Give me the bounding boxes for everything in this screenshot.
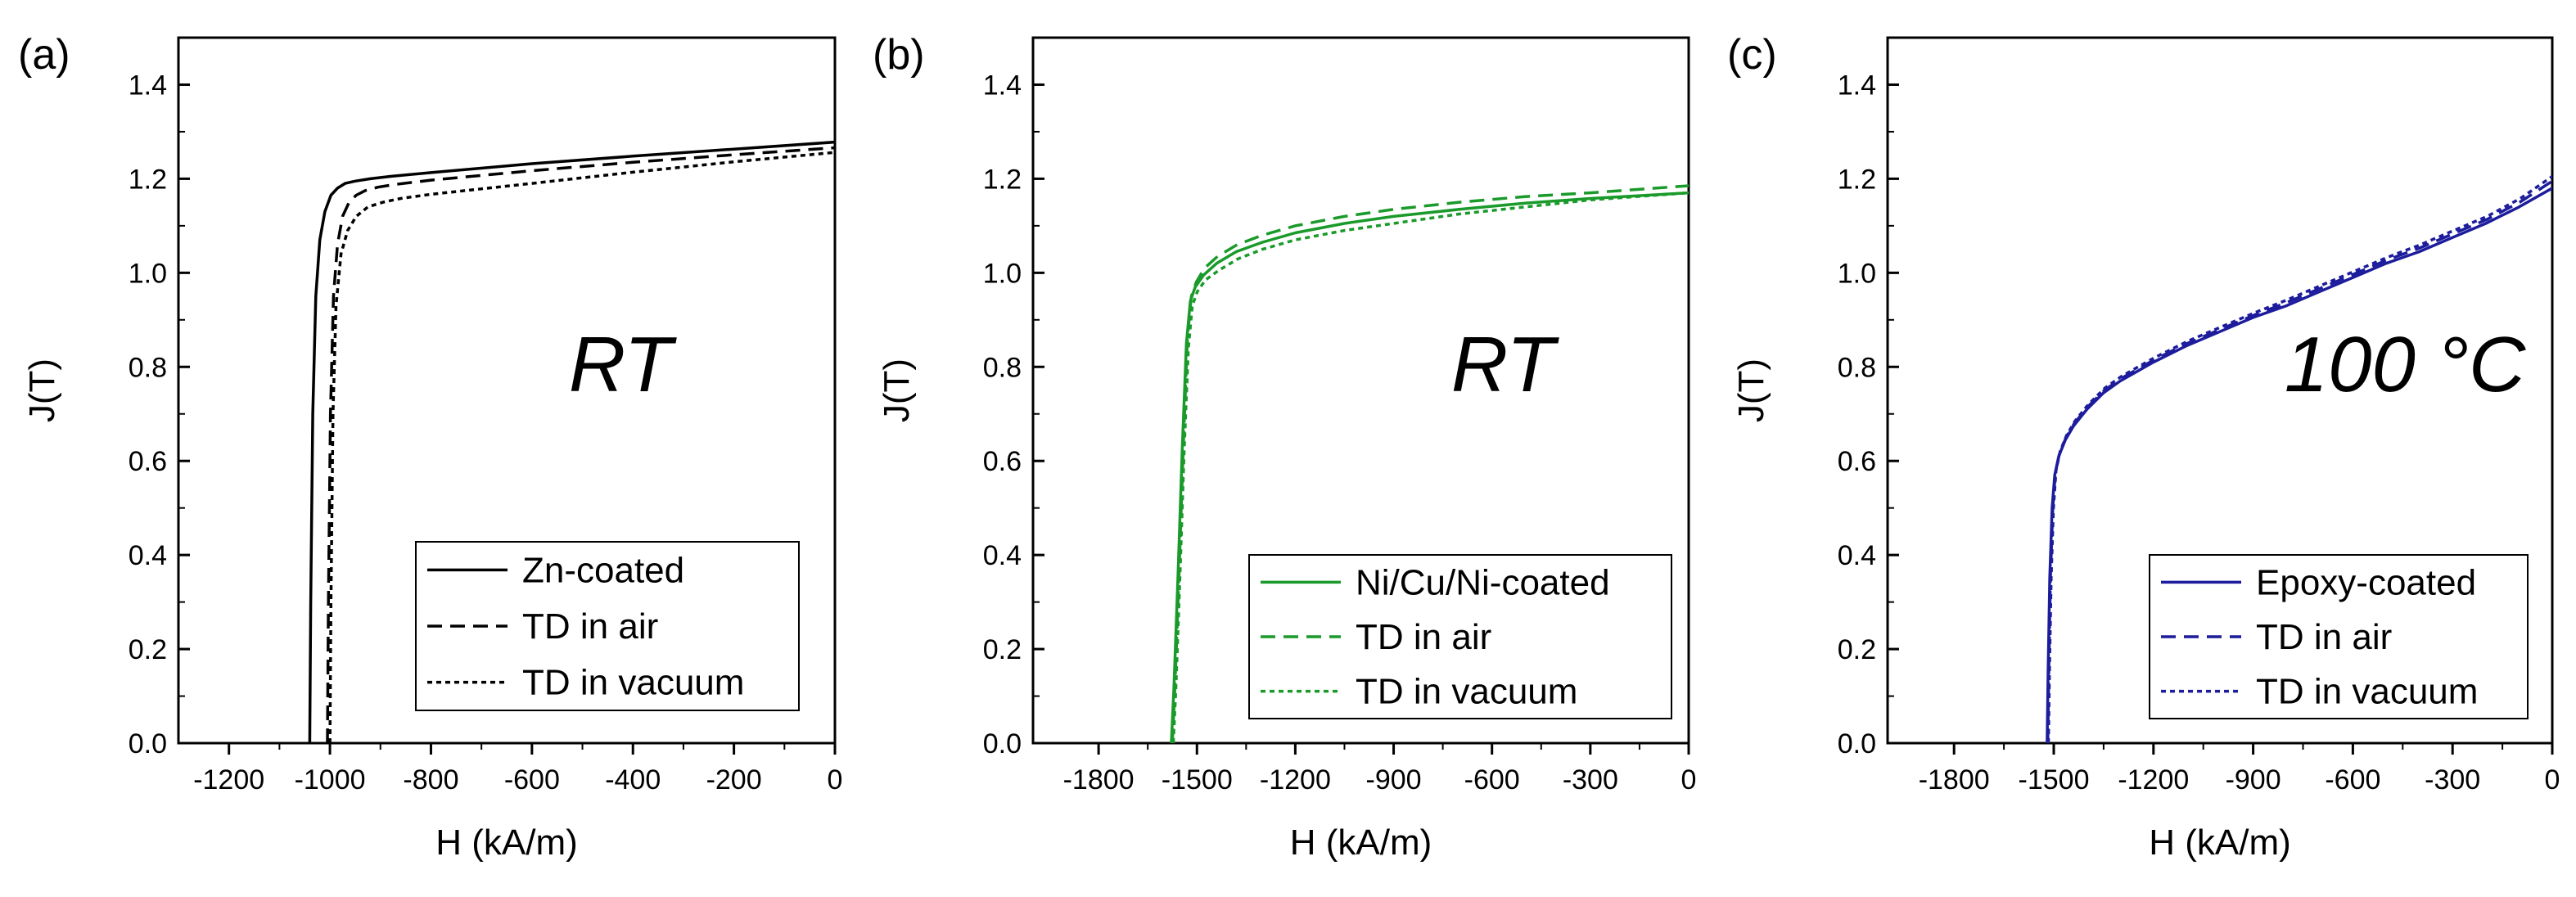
legend-label: TD in vacuum (522, 663, 744, 703)
series-line-solid (308, 140, 835, 743)
x-tick-label: -600 (1464, 764, 1520, 796)
plot-frame (1031, 36, 1690, 745)
x-tick-label: -600 (504, 764, 560, 796)
legend-label: TD in vacuum (1356, 672, 1577, 712)
y-tick-label: 1.0 (129, 258, 167, 289)
legend-label: Epoxy-coated (2256, 562, 2476, 602)
x-tick-label: -1800 (1919, 764, 1990, 796)
y-tick-label: 0.0 (129, 728, 167, 760)
y-tick-label: 1.0 (1838, 258, 1876, 289)
panel-label: (b) (873, 31, 925, 79)
y-tick-label: 1.4 (129, 70, 167, 101)
panel-label: (a) (18, 31, 70, 79)
y-tick-label: 0.6 (129, 446, 167, 477)
x-tick-label: 0 (828, 764, 843, 796)
y-tick-label: 1.2 (1838, 164, 1876, 195)
plot-frame (177, 36, 837, 745)
y-tick-label: 0.8 (129, 352, 167, 383)
x-tick-label: -400 (605, 764, 661, 796)
y-tick-label: 0.4 (983, 540, 1022, 571)
y-tick-label: 0.6 (983, 446, 1022, 477)
y-axis-title: J(T) (22, 358, 62, 422)
y-tick-label: 0.2 (983, 634, 1022, 665)
legend-label: Ni/Cu/Ni-coated (1356, 562, 1610, 602)
x-tick-label: -600 (2325, 764, 2380, 796)
x-axis-title: H (kA/m) (1290, 823, 1432, 863)
condition-annotation: RT (569, 321, 678, 408)
x-tick-label: -300 (2425, 764, 2480, 796)
legend: Zn-coated TD in air TD in vacuum (415, 541, 800, 711)
y-tick-label: 0.2 (129, 634, 167, 665)
x-tick-label: -1200 (2118, 764, 2189, 796)
y-tick-label: 1.0 (983, 258, 1022, 289)
y-tick-label: 0.2 (1838, 634, 1876, 665)
y-tick-label: 1.4 (983, 70, 1022, 101)
series-line-dashed (326, 146, 835, 743)
legend-label: Zn-coated (522, 550, 684, 590)
legend-label: TD in air (2256, 617, 2392, 657)
x-axis-title: H (kA/m) (435, 823, 578, 863)
y-axis-title: J(T) (1731, 358, 1771, 422)
series-line-dashed (1171, 184, 1689, 743)
x-tick-label: -900 (2226, 764, 2281, 796)
x-tick-label: -300 (1563, 764, 1618, 796)
series-line-dotted (2046, 175, 2552, 743)
x-tick-label: -200 (706, 764, 762, 796)
y-tick-label: 0.6 (1838, 446, 1876, 477)
y-tick-label: 0.4 (1838, 540, 1876, 571)
plot-frame (1886, 36, 2554, 745)
legend: Ni/Cu/Ni-coated TD in air TD in vacuum (1248, 554, 1672, 719)
chart-panel-b: 0.0 0.2 0.4 0.6 0.8 1.0 1.2 1.4 -1800 -1500 -1200 -… (873, 31, 1696, 863)
x-tick-label: -1000 (295, 764, 366, 796)
y-tick-label: 0.0 (983, 728, 1022, 760)
legend-label: TD in air (1356, 617, 1491, 657)
legend: Epoxy-coated TD in air TD in vacuum (2149, 554, 2529, 719)
y-tick-label: 1.2 (129, 164, 167, 195)
y-tick-label: 0.0 (1838, 728, 1876, 760)
condition-annotation: 100 °C (2285, 321, 2526, 408)
x-tick-label: -1200 (1260, 764, 1331, 796)
y-tick-label: 0.8 (1838, 352, 1876, 383)
y-axis-title: J(T) (877, 358, 917, 422)
y-tick-label: 1.4 (1838, 70, 1876, 101)
x-tick-label: -1500 (1162, 764, 1233, 796)
y-tick-label: 0.8 (983, 352, 1022, 383)
panel-label: (c) (1727, 31, 1777, 79)
legend-label: TD in vacuum (2256, 672, 2478, 712)
x-tick-label: 0 (2545, 764, 2560, 796)
x-tick-label: -800 (403, 764, 458, 796)
x-tick-label: -1800 (1063, 764, 1135, 796)
condition-annotation: RT (1451, 321, 1560, 408)
series-line-dotted (1171, 191, 1689, 743)
y-tick-label: 0.4 (129, 540, 167, 571)
legend-label: TD in air (522, 606, 658, 647)
series-line-solid (1170, 191, 1689, 743)
y-tick-label: 1.2 (983, 164, 1022, 195)
x-tick-label: -1200 (193, 764, 264, 796)
x-tick-label: -900 (1366, 764, 1422, 796)
chart-panel-c: 0.0 0.2 0.4 0.6 0.8 1.0 1.2 1.4 -1800 -1500 -1200 -… (1727, 31, 2560, 863)
chart-panel-a: 0.0 0.2 0.4 0.6 0.8 1.0 1.2 1.4 -1200 -1000 -800 -6… (18, 31, 842, 863)
x-axis-title: H (kA/m) (2149, 823, 2291, 863)
series-line-dotted (328, 151, 835, 743)
x-tick-label: -1500 (2019, 764, 2090, 796)
x-tick-label: 0 (1681, 764, 1697, 796)
